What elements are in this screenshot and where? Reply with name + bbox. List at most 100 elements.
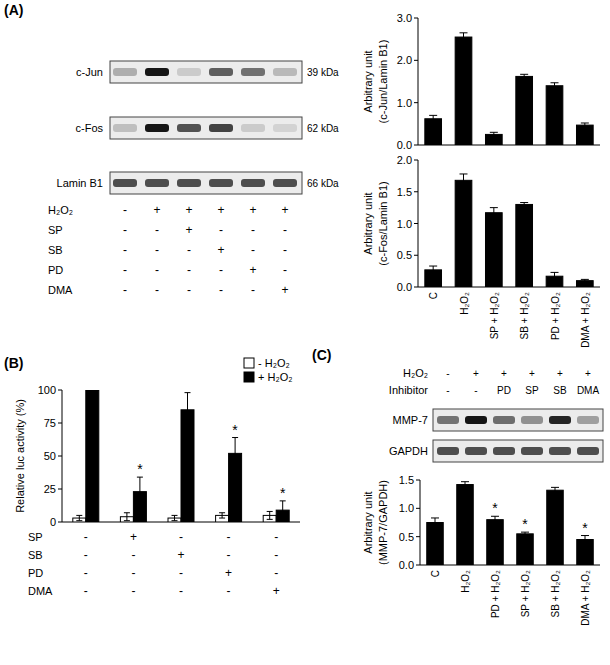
error-cap <box>431 517 439 518</box>
gel-strip <box>433 440 603 462</box>
treatment-sign: + <box>281 203 288 217</box>
treatment-sign: - <box>179 584 183 598</box>
treatment-sign: + <box>217 203 224 217</box>
x-tick-label: H₂O₂ <box>460 570 471 593</box>
error-bar <box>493 208 494 218</box>
treatment-sign: - <box>251 283 255 297</box>
loading-band <box>577 447 599 455</box>
treatment-sign: + <box>185 223 192 237</box>
y-tick-label: 0.0 <box>397 139 412 151</box>
blot-band <box>113 68 137 76</box>
y-tick-label: 1.5 <box>397 186 412 198</box>
significance-mark: * <box>137 461 143 477</box>
y-tick-label: 0.0 <box>399 559 414 571</box>
error-bar <box>585 536 586 544</box>
error-cap <box>581 122 589 123</box>
treatment-sign: - <box>84 548 88 562</box>
error-cap <box>124 512 130 513</box>
y-tick-label: 2.0 <box>397 154 412 166</box>
error-cap <box>137 506 143 507</box>
error-cap <box>172 520 178 521</box>
treatment-sign: - <box>131 548 135 562</box>
error-bar <box>525 532 526 535</box>
treatment-sign: - <box>123 263 127 277</box>
significance-mark: * <box>232 422 238 438</box>
treatment-sign: - <box>84 530 88 544</box>
treatment-sign: + <box>177 548 184 562</box>
treatment-sign: - <box>227 548 231 562</box>
treatment-label: PD <box>48 264 63 276</box>
error-bar <box>433 115 434 122</box>
y-tick <box>414 102 418 103</box>
error-cap <box>581 127 589 128</box>
error-cap <box>429 266 437 267</box>
y-tick <box>416 536 420 537</box>
treatment-sign: + <box>130 530 137 544</box>
treatment-sign: - <box>187 243 191 257</box>
error-cap <box>280 519 286 520</box>
plot-area <box>425 174 593 287</box>
bar <box>516 204 533 287</box>
error-cap <box>520 78 528 79</box>
y-tick <box>58 489 62 490</box>
gel-band <box>465 416 487 424</box>
loading-band <box>465 447 487 455</box>
treatment-sign: - <box>227 530 231 544</box>
gel-band <box>549 416 571 424</box>
blot-band <box>145 124 169 132</box>
error-cap <box>551 280 559 281</box>
treatment-sign: + <box>473 368 479 379</box>
blot-band <box>273 124 297 132</box>
legend-swatch <box>244 372 254 382</box>
x-tick-label: SP + H₂O₂ <box>520 570 531 617</box>
y-axis-label: (c-Fos/Lamin B1) <box>377 181 389 265</box>
blot-strip <box>110 172 302 194</box>
error-cap <box>76 520 82 521</box>
bar <box>517 534 534 565</box>
error-cap <box>581 281 589 282</box>
blot-band <box>177 124 201 132</box>
error-cap <box>219 512 225 513</box>
blot-band <box>177 68 201 76</box>
treatment-sign: - <box>155 263 159 277</box>
plot-area <box>425 33 593 145</box>
loading-band <box>437 447 459 455</box>
error-bar <box>139 477 140 506</box>
blot-band <box>113 124 137 132</box>
y-axis-label: Arbitrary unit <box>362 192 374 254</box>
error-cap <box>460 186 468 187</box>
blot-band <box>209 124 233 132</box>
x-tick-label: C <box>428 292 439 299</box>
y-tick-label: 1.0 <box>397 218 412 230</box>
y-tick <box>416 565 420 566</box>
x-axis <box>418 287 600 288</box>
treatment-sign: - <box>123 283 127 297</box>
blot-strip <box>110 117 302 139</box>
error-cap <box>491 523 499 524</box>
error-cap <box>520 74 528 75</box>
treatment-sign: - <box>446 368 449 379</box>
error-cap <box>490 217 498 218</box>
x-axis <box>418 145 600 146</box>
blot-band <box>241 68 265 76</box>
treatment-sign: - <box>155 283 159 297</box>
treatment-sign: + <box>501 368 507 379</box>
error-cap <box>185 426 191 427</box>
y-tick <box>414 191 418 192</box>
treatment-sign: - <box>274 548 278 562</box>
y-tick <box>414 18 418 19</box>
error-bar <box>524 74 525 78</box>
error-cap <box>551 88 559 89</box>
blot-band <box>145 68 169 76</box>
treatment-sign: PD <box>497 385 511 396</box>
error-bar <box>555 487 556 493</box>
treatment-sign: + <box>225 566 232 580</box>
error-bar <box>495 516 496 523</box>
treatment-sign: - <box>274 530 278 544</box>
y-tick <box>414 255 418 256</box>
error-cap <box>429 115 437 116</box>
treatment-sign: - <box>84 584 88 598</box>
treatment-label: SP <box>28 531 43 543</box>
y-tick <box>414 287 418 288</box>
bar <box>455 37 472 145</box>
